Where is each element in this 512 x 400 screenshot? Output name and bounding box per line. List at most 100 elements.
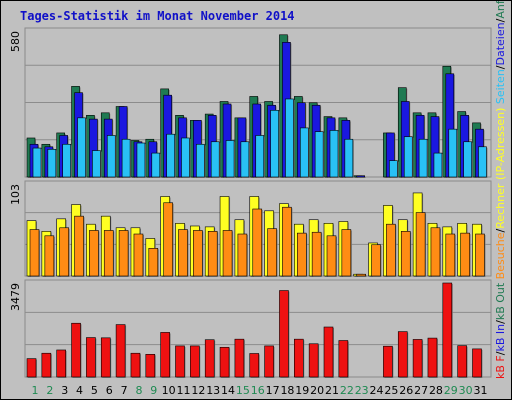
bar-kb-f-day-29 — [442, 282, 453, 378]
bar-seiten-day-25 — [389, 160, 399, 178]
bar-seiten-day-21 — [329, 130, 339, 178]
day-label: 27 — [414, 384, 428, 397]
bar-kb-f-day-3 — [56, 349, 67, 378]
day-label: 19 — [295, 384, 309, 397]
day-label: 10 — [162, 384, 176, 397]
day-label: 8 — [135, 384, 142, 397]
bar-seiten-day-11 — [181, 137, 191, 178]
bar-seiten-day-12 — [196, 143, 206, 178]
bar-kb-f-day-27 — [412, 339, 424, 378]
bar-seiten-day-13 — [210, 141, 221, 178]
bar-kb-f-day-7 — [115, 324, 127, 378]
bar-kb-f-day-25 — [383, 345, 394, 378]
bar-seiten-day-29 — [448, 128, 458, 178]
legend-kb-in: kB In — [494, 324, 507, 352]
day-label: 25 — [384, 384, 398, 397]
legend-vertical: kB F/kB In/kB Out Besuche/Rechner (IP-Ad… — [494, 1, 507, 379]
bar-besuche-day-22 — [341, 229, 352, 277]
bar-besuche-day-6 — [103, 230, 115, 277]
legend-separator: / — [494, 65, 507, 69]
bar-kb-f-day-4 — [71, 322, 82, 378]
bar-kb-f-day-30 — [457, 345, 468, 378]
bar-besuche-day-13 — [207, 231, 219, 277]
bar-seiten-day-8 — [136, 142, 146, 178]
day-label: 22 — [340, 384, 354, 397]
bar-seiten-day-19 — [299, 127, 310, 178]
bar-kb-f-day-15 — [234, 338, 245, 378]
day-label: 20 — [310, 384, 324, 397]
bar-seiten-day-15 — [240, 141, 250, 178]
legend-seiten: Seiten — [494, 69, 507, 104]
day-label: 16 — [251, 384, 265, 397]
legend-separator: / — [494, 320, 507, 324]
day-label: 1 — [32, 384, 39, 397]
bar-besuche-day-2 — [44, 235, 55, 277]
bar-kb-f-day-26 — [397, 331, 409, 378]
day-label: 14 — [221, 384, 235, 397]
bar-seiten-day-4 — [77, 117, 87, 178]
day-label: 11 — [177, 384, 191, 397]
chart-title: Tages-Statistik im Monat November 2014 — [20, 9, 295, 23]
bar-seiten-day-20 — [314, 131, 325, 178]
bar-kb-f-day-16 — [249, 353, 260, 378]
bar-besuche-day-5 — [89, 230, 100, 277]
bar-kb-f-day-22 — [338, 340, 349, 378]
bar-besuche-day-16 — [252, 208, 263, 277]
bar-kb-f-day-13 — [204, 339, 216, 378]
bar-kb-f-day-9 — [145, 354, 156, 378]
day-label: 17 — [266, 384, 280, 397]
bar-kb-f-day-5 — [86, 337, 97, 378]
day-label: 29 — [444, 384, 458, 397]
bar-kb-f-day-6 — [100, 337, 112, 378]
day-label: 13 — [206, 384, 220, 397]
bar-besuche-day-29 — [445, 233, 456, 277]
bar-kb-f-day-19 — [293, 338, 305, 378]
bar-kb-f-day-11 — [175, 345, 186, 378]
legend-separator: / — [494, 229, 507, 233]
bar-besuche-day-19 — [296, 232, 308, 277]
bar-seiten-day-31 — [478, 146, 488, 178]
legend-separator: / — [494, 18, 507, 22]
bar-besuche-day-7 — [118, 230, 130, 277]
bar-besuche-day-14 — [222, 230, 234, 277]
bar-seiten-day-22 — [344, 138, 354, 178]
day-label: 2 — [46, 384, 53, 397]
day-label: 18 — [280, 384, 294, 397]
bar-besuche-day-23 — [356, 273, 367, 277]
bar-kb-f-day-17 — [264, 345, 275, 378]
bar-besuche-day-20 — [311, 231, 323, 277]
bar-besuche-day-3 — [59, 227, 70, 277]
day-label: 23 — [355, 384, 369, 397]
day-label: 31 — [474, 384, 488, 397]
legend-separator: / — [494, 351, 507, 355]
legend-besuche: Besuche — [494, 232, 507, 279]
bar-besuche-day-9 — [148, 248, 159, 277]
bar-kb-f-day-10 — [160, 332, 171, 378]
bar-seiten-day-14 — [225, 140, 236, 178]
bar-besuche-day-28 — [430, 227, 441, 277]
day-label: 21 — [325, 384, 339, 397]
bar-besuche-day-4 — [74, 215, 85, 277]
bar-besuche-day-11 — [178, 229, 189, 277]
bar-besuche-day-17 — [267, 228, 278, 277]
legend-anfragen: Anfragen — [494, 1, 507, 19]
bar-seiten-day-27 — [418, 138, 429, 178]
bar-seiten-day-3 — [62, 143, 72, 178]
bar-seiten-day-28 — [433, 152, 443, 178]
legend-rechner: Rechner (IP-Adressen) — [494, 108, 507, 229]
bar-kb-f-day-2 — [41, 352, 52, 378]
day-label: 15 — [236, 384, 250, 397]
day-label: 5 — [91, 384, 98, 397]
bar-seiten-day-2 — [47, 149, 57, 178]
bar-besuche-day-12 — [193, 230, 204, 277]
bar-seiten-day-16 — [255, 135, 265, 178]
bar-seiten-day-10 — [166, 133, 176, 178]
bar-besuche-day-1 — [29, 229, 40, 277]
bar-seiten-day-5 — [92, 150, 102, 178]
bar-besuche-day-27 — [415, 212, 427, 277]
bar-besuche-day-18 — [282, 206, 293, 277]
bar-seiten-day-7 — [121, 138, 132, 178]
day-label: 30 — [459, 384, 473, 397]
